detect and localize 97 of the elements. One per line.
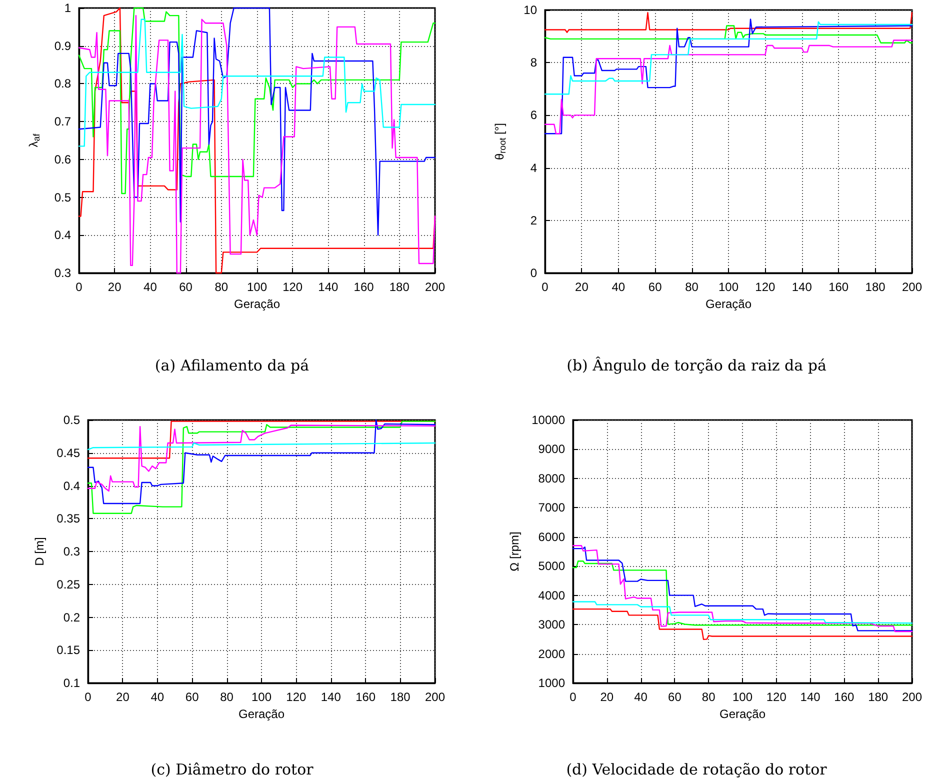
x-tick-label: 180 bbox=[390, 690, 411, 704]
x-tick-label: 80 bbox=[702, 690, 716, 704]
y-tick-label: 2000 bbox=[538, 646, 566, 661]
x-tick-label: 140 bbox=[800, 690, 821, 704]
x-tick-label: 120 bbox=[766, 690, 787, 704]
y-tick-label: 10000 bbox=[532, 413, 566, 427]
x-tick-label: 180 bbox=[389, 280, 410, 294]
y-tick-label: 1 bbox=[64, 1, 72, 15]
y-tick-label: 0.45 bbox=[56, 446, 80, 460]
x-tick-label: 80 bbox=[214, 280, 228, 294]
x-tick-label: 40 bbox=[612, 280, 626, 294]
line-series bbox=[87, 424, 436, 492]
x-tick-label: 20 bbox=[600, 690, 614, 704]
x-tick-label: 180 bbox=[865, 280, 886, 294]
x-axis-title: Geração bbox=[719, 706, 766, 721]
y-tick-label: 2 bbox=[530, 213, 538, 228]
x-tick-label: 200 bbox=[424, 280, 446, 294]
x-tick-label: 40 bbox=[144, 280, 158, 294]
line-series bbox=[544, 25, 913, 44]
y-tick-label: 0.15 bbox=[56, 643, 80, 658]
text: (b) Ângulo de torção da raiz da pá bbox=[566, 356, 826, 374]
x-tick-label: 100 bbox=[732, 690, 753, 704]
y-tick-label: 0.5 bbox=[63, 413, 80, 427]
y-axis-title: D [m] bbox=[32, 537, 47, 566]
y-tick-label: 0.4 bbox=[63, 478, 80, 493]
line-series bbox=[544, 21, 913, 95]
y-tick-label: 9000 bbox=[538, 442, 566, 456]
x-tick-label: 160 bbox=[354, 280, 374, 294]
y-axis-title: θroot [°] bbox=[492, 123, 508, 160]
x-tick-label: 140 bbox=[318, 280, 339, 294]
x-tick-label: 60 bbox=[179, 280, 193, 294]
y-tick-label: 0.3 bbox=[63, 544, 80, 558]
y-tick-label: 4000 bbox=[538, 588, 566, 602]
x-tick-label: 60 bbox=[648, 280, 662, 294]
y-tick-label: 1000 bbox=[538, 676, 566, 690]
y-tick-label: 8 bbox=[530, 56, 538, 70]
y-tick-label: 0.4 bbox=[54, 228, 72, 242]
y-tick-label: 0.7 bbox=[54, 114, 72, 129]
text: (c) Diâmetro do rotor bbox=[150, 760, 314, 778]
x-tick-label: 180 bbox=[868, 690, 888, 704]
x-tick-label: 80 bbox=[220, 690, 234, 704]
x-tick-label: 60 bbox=[668, 690, 682, 704]
text: (a) Afilamento da pá bbox=[154, 356, 310, 374]
text: (d) Velocidade de rotação do rotor bbox=[566, 760, 828, 778]
line-series bbox=[87, 442, 436, 450]
x-tick-label: 140 bbox=[792, 280, 812, 294]
y-tick-label: 7000 bbox=[538, 500, 566, 515]
x-tick-label: 140 bbox=[320, 690, 342, 704]
x-axis-title: Geração bbox=[238, 706, 285, 721]
x-tick-label: 80 bbox=[685, 280, 699, 294]
y-tick-label: 0.3 bbox=[54, 266, 72, 280]
x-axis-title: Geração bbox=[705, 296, 752, 311]
y-axis-title: Ω [rpm] bbox=[508, 532, 522, 572]
y-tick-label: 8000 bbox=[538, 471, 566, 486]
x-tick-label: 40 bbox=[150, 690, 164, 704]
line-series bbox=[572, 560, 913, 626]
x-tick-label: 200 bbox=[902, 280, 922, 294]
x-tick-label: 160 bbox=[356, 690, 376, 704]
x-tick-label: 200 bbox=[902, 690, 922, 704]
x-tick-label: 0 bbox=[84, 690, 92, 704]
x-tick-label: 40 bbox=[634, 690, 648, 704]
line-series bbox=[544, 40, 913, 134]
y-tick-label: 4 bbox=[530, 160, 538, 175]
line-series bbox=[78, 18, 436, 147]
y-tick-label: 0 bbox=[530, 266, 538, 280]
x-tick-label: 200 bbox=[424, 690, 446, 704]
y-tick-label: 10 bbox=[524, 3, 538, 17]
x-tick-label: 160 bbox=[834, 690, 855, 704]
line-series bbox=[572, 608, 913, 640]
line-series bbox=[544, 18, 913, 134]
x-tick-label: 120 bbox=[282, 280, 303, 294]
y-tick-label: 6 bbox=[530, 108, 538, 122]
y-tick-label: 0.6 bbox=[54, 152, 72, 166]
y-tick-label: 3000 bbox=[538, 618, 566, 632]
y-tick-label: 5000 bbox=[538, 559, 566, 574]
x-tick-label: 100 bbox=[718, 280, 739, 294]
x-tick-label: 160 bbox=[828, 280, 849, 294]
x-tick-label: 100 bbox=[246, 280, 268, 294]
y-tick-label: 0.35 bbox=[56, 512, 80, 526]
x-axis-title: Geração bbox=[234, 296, 280, 311]
x-tick-label: 20 bbox=[575, 280, 589, 294]
x-tick-label: 0 bbox=[570, 690, 577, 704]
x-tick-label: 100 bbox=[251, 690, 272, 704]
y-tick-label: 0.25 bbox=[56, 577, 80, 592]
x-tick-label: 120 bbox=[286, 690, 307, 704]
y-tick-label: 0.8 bbox=[54, 76, 72, 91]
y-tick-label: 6000 bbox=[538, 530, 566, 544]
y-axis-title: λaf bbox=[26, 133, 42, 148]
y-tick-label: 0.9 bbox=[54, 38, 72, 53]
y-tick-label: 0.2 bbox=[63, 610, 80, 624]
y-tick-label: 0.5 bbox=[54, 190, 72, 204]
x-tick-label: 120 bbox=[755, 280, 776, 294]
x-tick-label: 20 bbox=[116, 690, 130, 704]
x-tick-label: 20 bbox=[108, 280, 122, 294]
x-tick-label: 60 bbox=[185, 690, 200, 704]
y-tick-label: 0.1 bbox=[63, 676, 80, 690]
line-series bbox=[572, 601, 913, 624]
